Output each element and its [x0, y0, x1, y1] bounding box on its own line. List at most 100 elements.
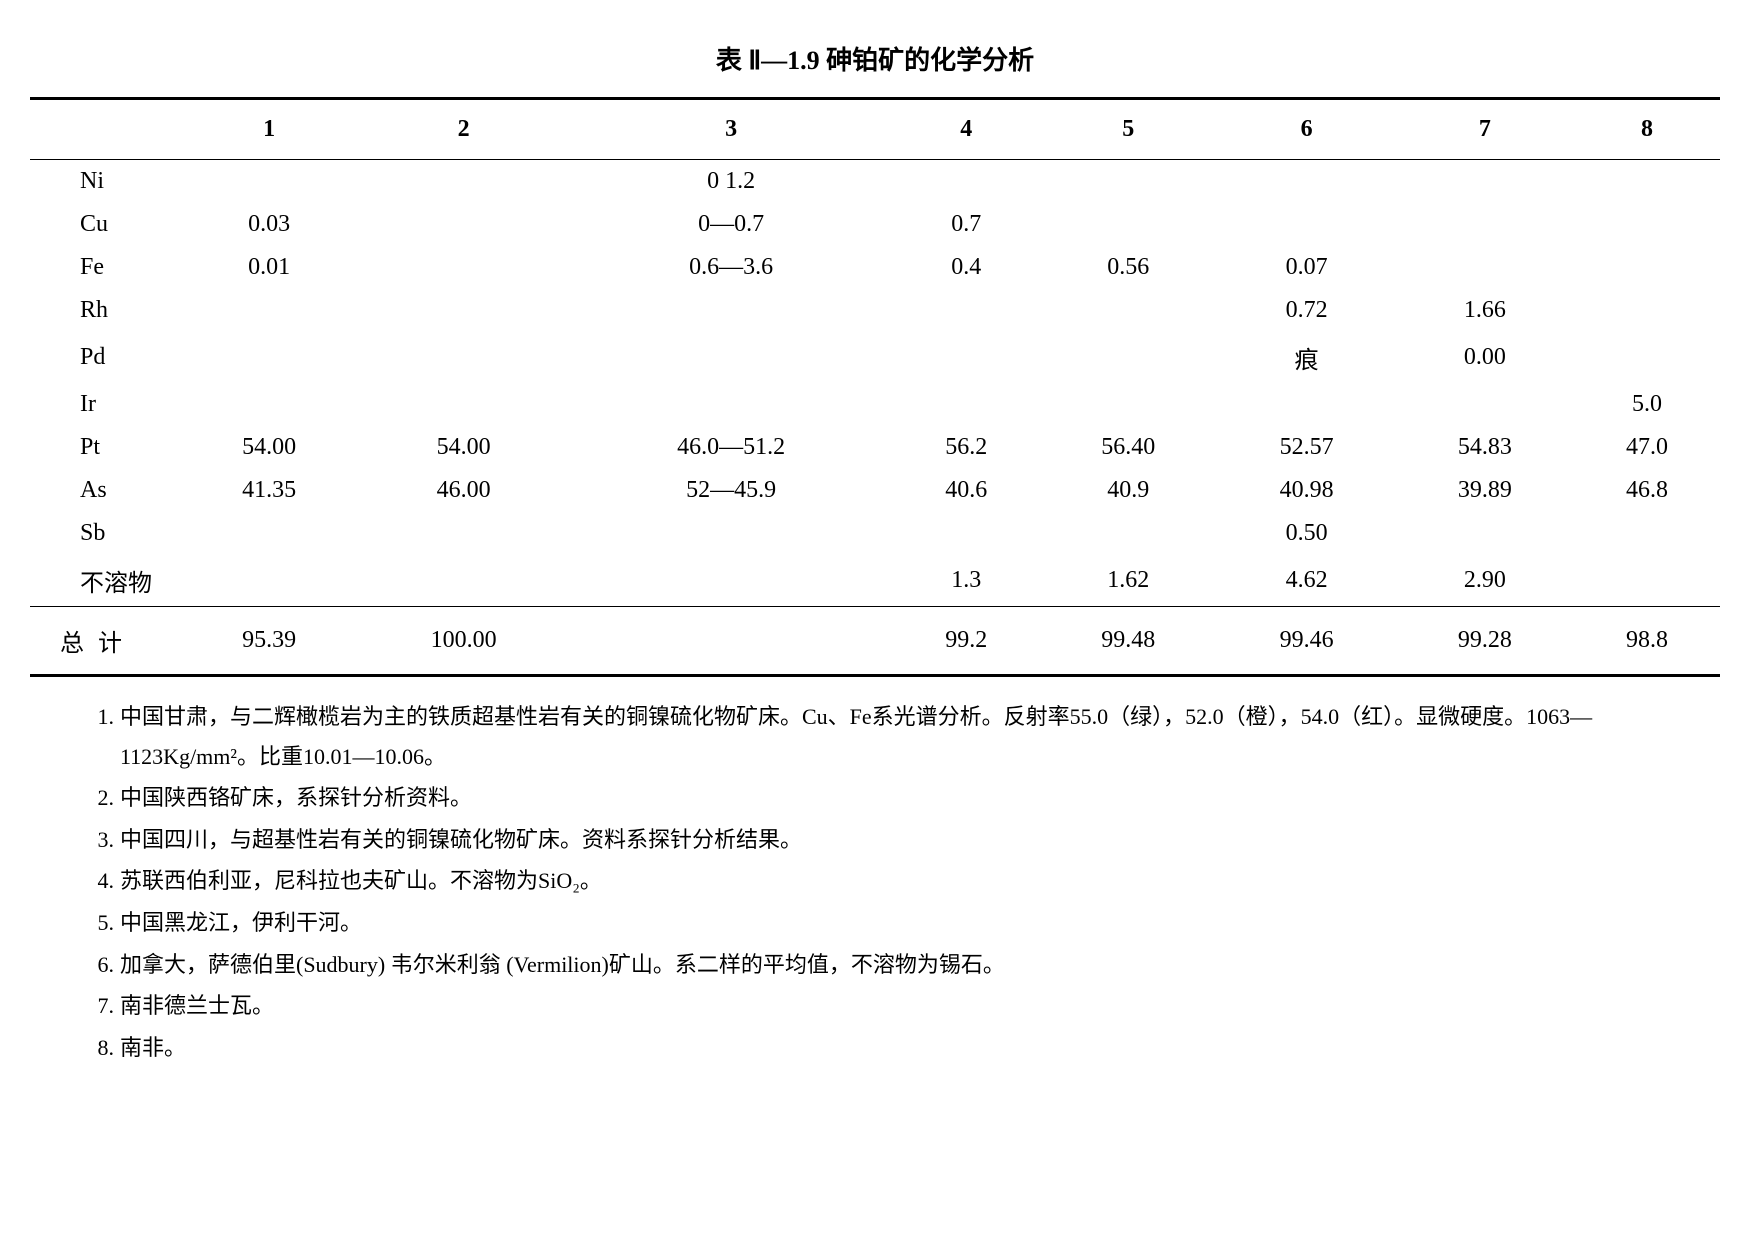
col-header-1: 1	[180, 99, 358, 160]
cell	[893, 383, 1039, 426]
cell: 1.3	[893, 555, 1039, 607]
note-item: 5.中国黑龙江，伊利干河。	[80, 903, 1690, 943]
table-row: Sb 0.50	[30, 512, 1720, 555]
cell	[358, 289, 569, 332]
cell	[1217, 203, 1395, 246]
cell	[358, 555, 569, 607]
cell: 0.72	[1217, 289, 1395, 332]
total-cell: 95.39	[180, 607, 358, 676]
table-header-row: 1 2 3 4 5 6 7 8	[30, 99, 1720, 160]
cell	[180, 289, 358, 332]
cell: 0.50	[1217, 512, 1395, 555]
note-item: 4.苏联西伯利亚，尼科拉也夫矿山。不溶物为SiO₂。	[80, 861, 1690, 901]
cell: 0.01	[180, 246, 358, 289]
row-label: As	[30, 469, 180, 512]
cell: 0.6—3.6	[569, 246, 893, 289]
cell	[893, 512, 1039, 555]
cell	[569, 289, 893, 332]
cell: 0.07	[1217, 246, 1395, 289]
cell	[1039, 203, 1217, 246]
col-header-4: 4	[893, 99, 1039, 160]
row-label: Cu	[30, 203, 180, 246]
cell	[1217, 160, 1395, 204]
table-row: Fe0.01 0.6—3.60.40.560.07	[30, 246, 1720, 289]
note-item: 7.南非德兰士瓦。	[80, 986, 1690, 1026]
cell: 0 1.2	[569, 160, 893, 204]
note-text: 苏联西伯利亚，尼科拉也夫矿山。不溶物为SiO₂。	[114, 861, 1690, 901]
table-row: Ni0 1.2	[30, 160, 1720, 204]
cell: 52.57	[1217, 426, 1395, 469]
cell	[1039, 512, 1217, 555]
col-header-0	[30, 99, 180, 160]
cell	[569, 555, 893, 607]
table-row: As41.3546.0052—45.940.640.940.9839.8946.…	[30, 469, 1720, 512]
cell: 1.62	[1039, 555, 1217, 607]
row-label: 不溶物	[30, 555, 180, 607]
row-label: Pt	[30, 426, 180, 469]
cell: 41.35	[180, 469, 358, 512]
cell	[1039, 160, 1217, 204]
table-row: Pt54.0054.0046.0—51.256.256.4052.5754.83…	[30, 426, 1720, 469]
cell: 54.83	[1396, 426, 1574, 469]
cell: 5.0	[1574, 383, 1720, 426]
table-total-row: 总 计 95.39 100.00 99.2 99.48 99.46 99.28 …	[30, 607, 1720, 676]
cell: 52—45.9	[569, 469, 893, 512]
cell: 39.89	[1396, 469, 1574, 512]
cell: 0.56	[1039, 246, 1217, 289]
note-item: 1.中国甘肃，与二辉橄榄岩为主的铁质超基性岩有关的铜镍硫化物矿床。Cu、Fe系光…	[80, 697, 1690, 776]
cell	[1574, 289, 1720, 332]
row-label: Fe	[30, 246, 180, 289]
cell	[1396, 512, 1574, 555]
table-row: Ir 5.0	[30, 383, 1720, 426]
cell	[1396, 160, 1574, 204]
note-number: 6.	[80, 945, 114, 985]
row-label: Pd	[30, 332, 180, 383]
total-cell: 99.46	[1217, 607, 1395, 676]
col-header-8: 8	[1574, 99, 1720, 160]
cell	[180, 512, 358, 555]
col-header-5: 5	[1039, 99, 1217, 160]
total-cell: 99.2	[893, 607, 1039, 676]
col-header-3: 3	[569, 99, 893, 160]
table-body: Ni0 1.2 Cu0.030—0.70.7 Fe0.010.6—3.60.40…	[30, 160, 1720, 607]
col-header-2: 2	[358, 99, 569, 160]
cell: 46.0—51.2	[569, 426, 893, 469]
cell	[569, 512, 893, 555]
cell	[569, 383, 893, 426]
cell: 54.00	[358, 426, 569, 469]
cell	[358, 383, 569, 426]
cell: 0—0.7	[569, 203, 893, 246]
cell: 1.66	[1396, 289, 1574, 332]
cell	[569, 332, 893, 383]
table-row: 不溶物1.31.624.622.90	[30, 555, 1720, 607]
total-label: 总 计	[30, 607, 180, 676]
row-label: Rh	[30, 289, 180, 332]
note-text: 南非。	[114, 1028, 1690, 1068]
cell: 0.00	[1396, 332, 1574, 383]
cell	[180, 383, 358, 426]
cell	[180, 160, 358, 204]
row-label: Sb	[30, 512, 180, 555]
cell	[1574, 160, 1720, 204]
cell: 46.8	[1574, 469, 1720, 512]
note-number: 8.	[80, 1028, 114, 1068]
row-label: Ir	[30, 383, 180, 426]
cell: 0.4	[893, 246, 1039, 289]
cell	[1574, 203, 1720, 246]
cell: 0.7	[893, 203, 1039, 246]
cell	[1574, 246, 1720, 289]
note-item: 8.南非。	[80, 1028, 1690, 1068]
cell	[893, 289, 1039, 332]
cell: 40.9	[1039, 469, 1217, 512]
note-number: 4.	[80, 861, 114, 901]
cell	[1396, 203, 1574, 246]
note-number: 7.	[80, 986, 114, 1026]
cell	[1574, 555, 1720, 607]
cell	[1039, 383, 1217, 426]
cell: 痕	[1217, 332, 1395, 383]
total-cell: 99.48	[1039, 607, 1217, 676]
table-row: Rh 0.721.66	[30, 289, 1720, 332]
cell: 2.90	[1396, 555, 1574, 607]
chemical-analysis-table: 1 2 3 4 5 6 7 8 Ni0 1.2 Cu0.030—0.70.7 F…	[30, 97, 1720, 677]
note-text: 南非德兰士瓦。	[114, 986, 1690, 1026]
